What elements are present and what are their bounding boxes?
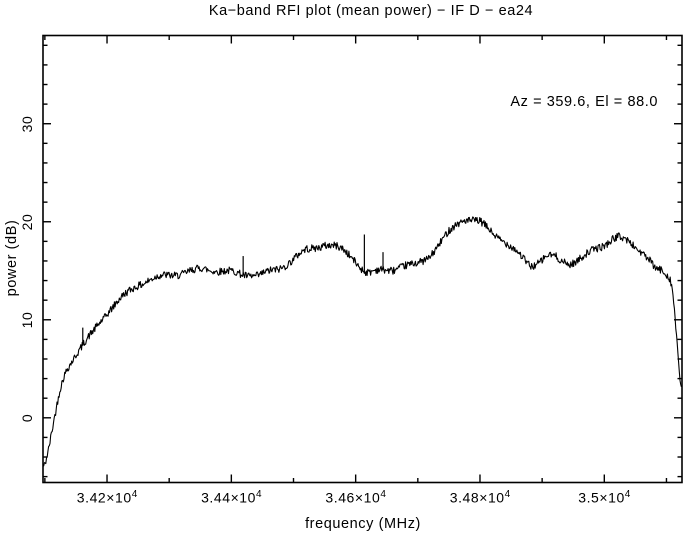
x-tick-label: 3.42×104 — [76, 489, 138, 506]
chart-title: Ka−band RFI plot (mean power) − IF D − e… — [208, 3, 534, 19]
x-axis-label: frequency (MHz) — [305, 516, 421, 532]
y-tick-label: 0 — [19, 413, 35, 422]
y-tick-label: 20 — [19, 213, 35, 231]
y-tick-label: 30 — [19, 115, 35, 133]
y-tick-label: 10 — [19, 311, 35, 329]
az-el-annotation: Az = 359.6, El = 88.0 — [510, 94, 658, 110]
x-tick-label: 3.5×104 — [578, 489, 631, 506]
y-axis-label: power (dB) — [4, 219, 20, 297]
spectrum-trace — [42, 216, 682, 467]
plot-frame — [42, 34, 683, 484]
x-tick-label: 3.48×104 — [449, 489, 511, 506]
x-tick-label: 3.44×104 — [201, 489, 262, 506]
x-tick-label: 3.46×104 — [325, 489, 386, 506]
